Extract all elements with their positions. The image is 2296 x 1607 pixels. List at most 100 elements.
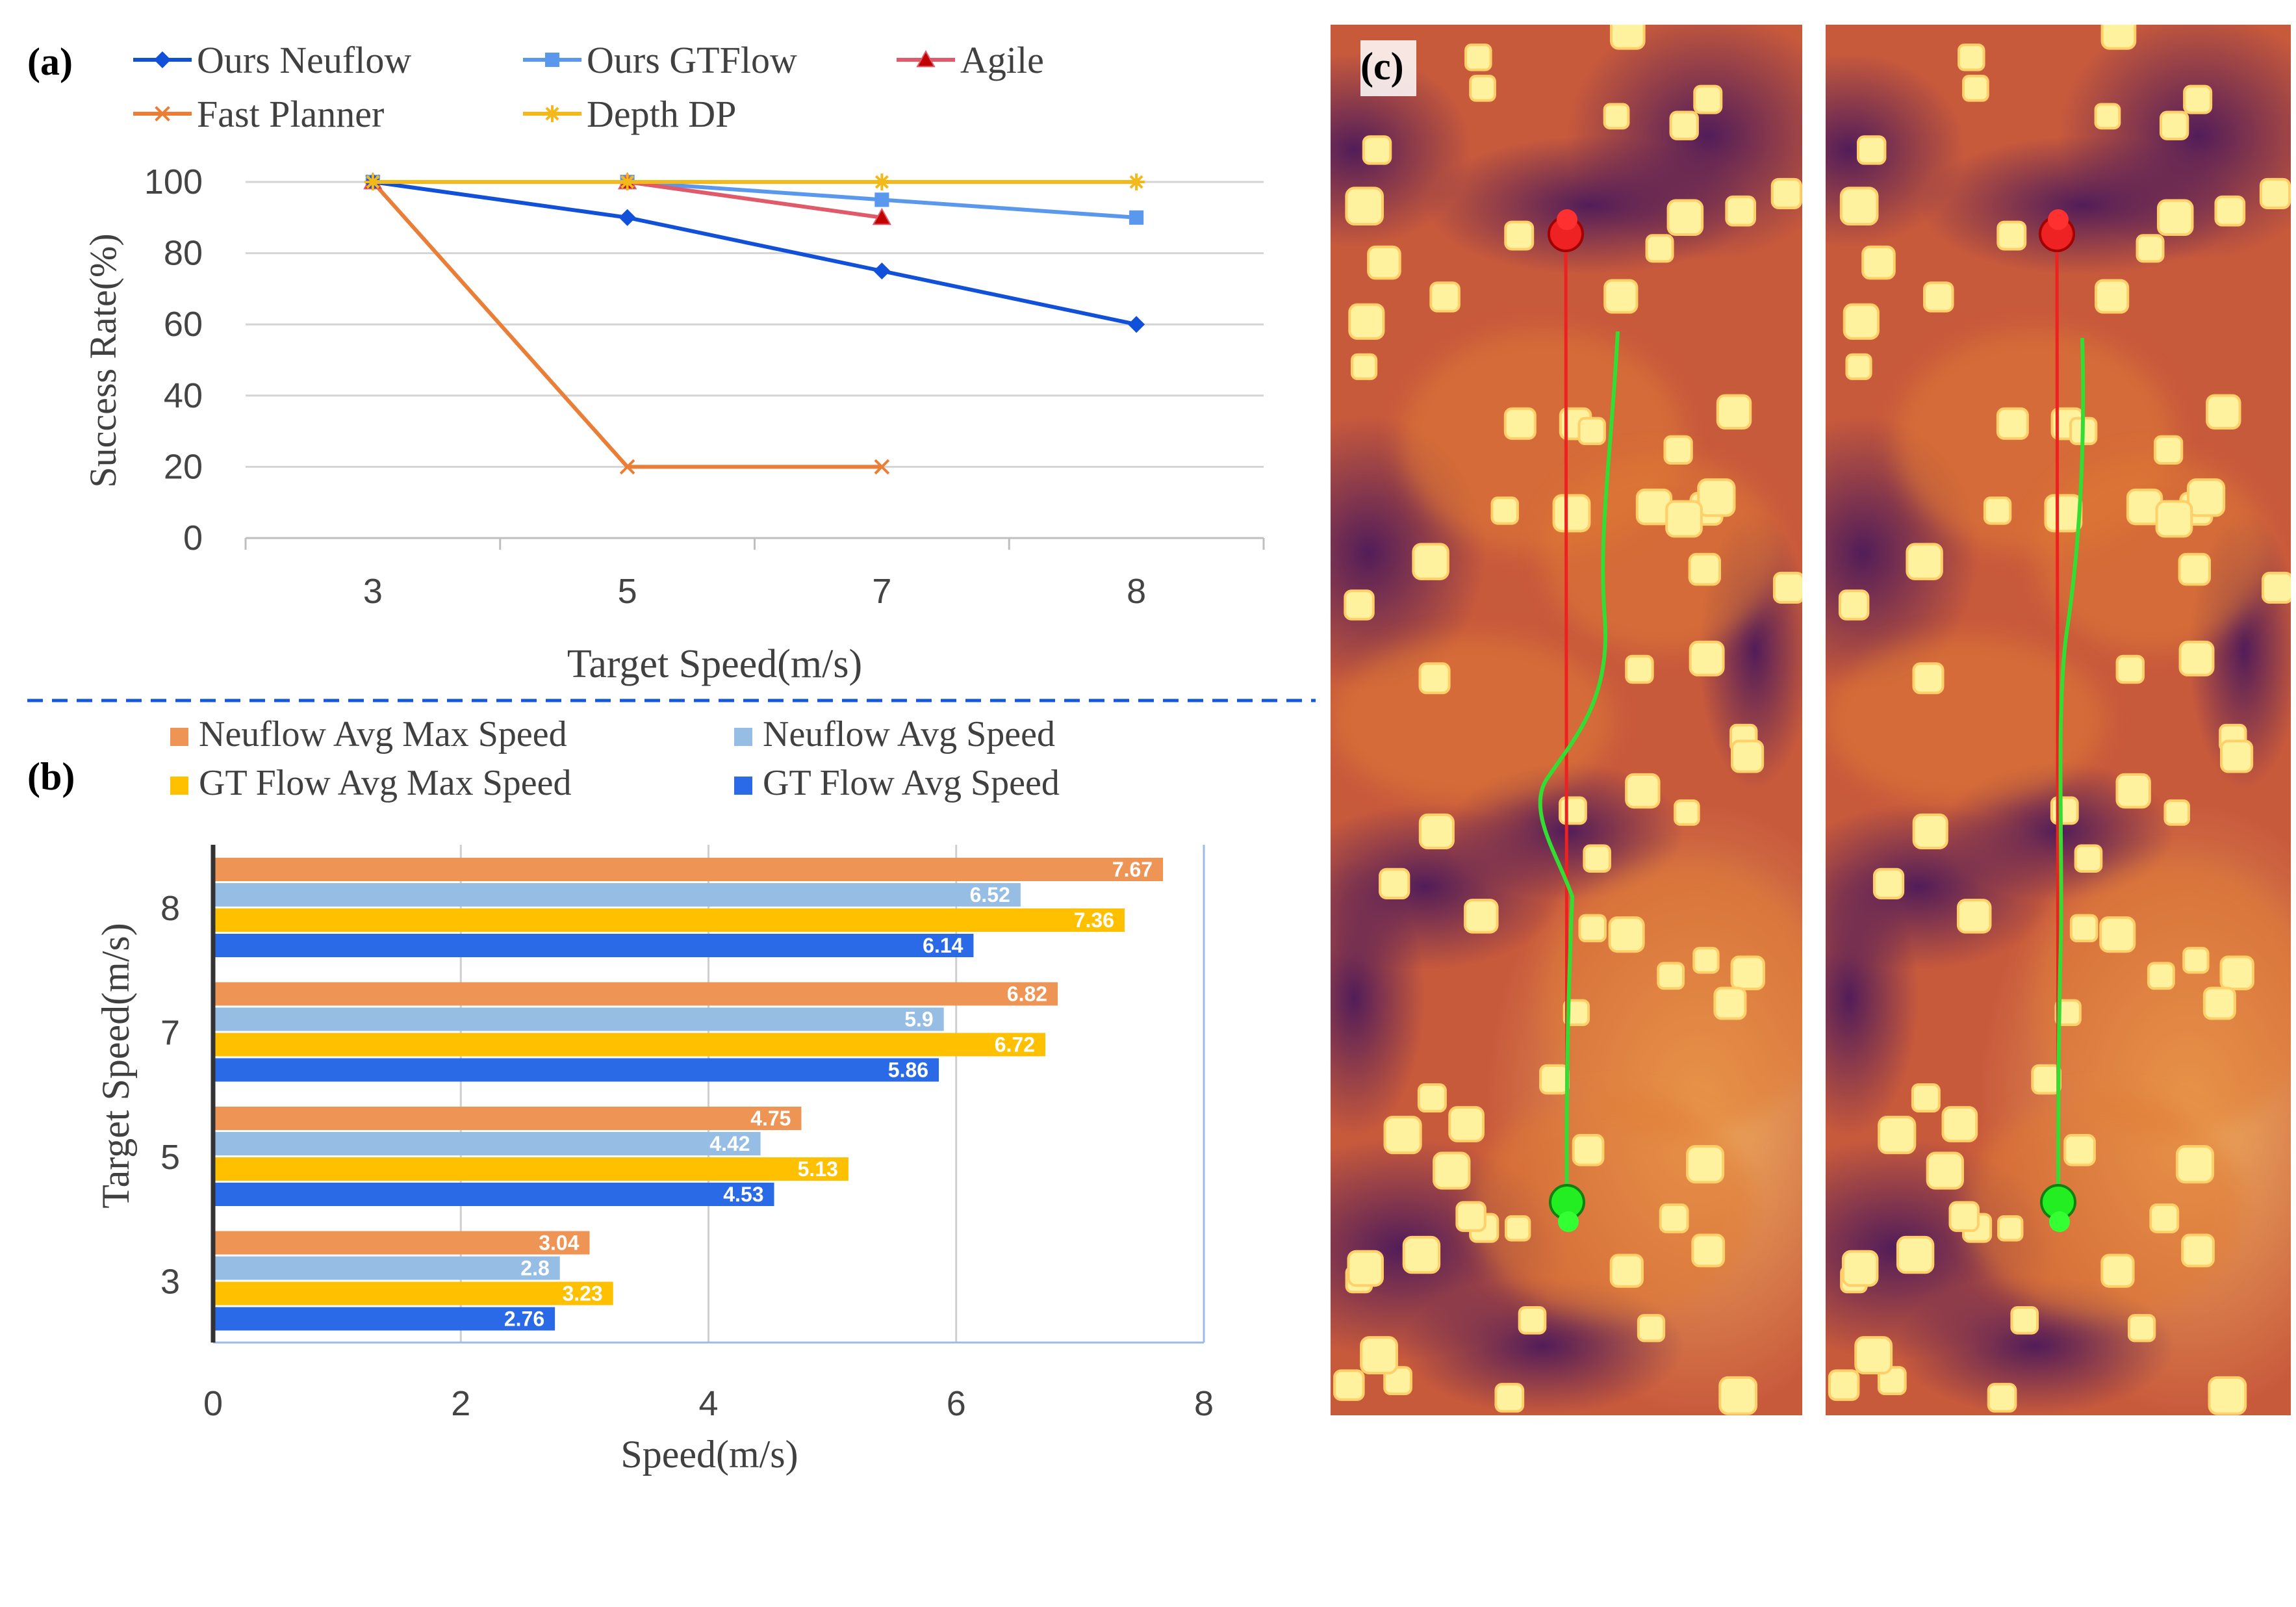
obstacle (1926, 1151, 1964, 1190)
x-tick-label: 8 (1127, 572, 1146, 611)
obstacle (2149, 1203, 2180, 1233)
trajectory-left (1538, 209, 1620, 1232)
obstacle (2214, 195, 2246, 227)
obstacle (1941, 1106, 1978, 1142)
obstacle (2069, 914, 2098, 943)
obstacle (1948, 1201, 1980, 1232)
y-tick-label: 7 (160, 1014, 180, 1053)
obstacle (1418, 813, 1455, 849)
obstacle (1379, 868, 1410, 899)
obstacle (2219, 955, 2254, 990)
obstacle (1347, 1250, 1384, 1287)
obstacle (2115, 654, 2145, 684)
x-tick-label: 3 (363, 572, 383, 611)
obstacle (1609, 25, 1646, 50)
obstacle (2127, 1314, 2156, 1343)
bar (213, 1058, 939, 1082)
trajectory-right (2039, 209, 2086, 1232)
bar-value-label: 3.04 (539, 1231, 579, 1255)
obstacle (1583, 844, 1611, 873)
obstacle (1912, 662, 1945, 695)
obstacle (1552, 494, 1591, 533)
obstacle (1872, 868, 1905, 899)
obstacle (2074, 844, 2103, 873)
bar-chart-legend: Neuflow Avg Max Speed Neuflow Avg Speed GT… (170, 714, 1060, 803)
obstacle (2136, 234, 2165, 263)
flown-path (1538, 331, 1620, 1203)
y-tick-label: 8 (160, 889, 180, 928)
obstacle (1348, 303, 1385, 340)
legend-swatch-marker (916, 49, 936, 68)
obstacle (2054, 999, 2082, 1026)
success-rate-line-chart: (a) Ours Neuflow Ours GTFlow Agile Fast Pla… (27, 39, 1265, 686)
obstacle (1713, 986, 1747, 1020)
data-point (619, 174, 636, 190)
cold-region (1331, 859, 1425, 1137)
obstacle (1464, 899, 1499, 934)
obstacle (1494, 1383, 1525, 1413)
x-tick-label: 8 (1194, 1384, 1214, 1423)
obstacle (1637, 1314, 1666, 1343)
obstacle (1911, 1083, 1941, 1112)
obstacle (1383, 1116, 1422, 1155)
obstacle (1402, 1235, 1441, 1274)
bar-value-label: 7.67 (1112, 858, 1153, 881)
obstacle (2183, 84, 2213, 114)
obstacle (2159, 110, 2189, 140)
obstacle (1367, 245, 1401, 280)
obstacle (2147, 962, 2175, 990)
line-chart-y-axis-label: Success Rate(%) (82, 233, 124, 487)
obstacle (2154, 435, 2184, 465)
obstacle (1417, 1083, 1447, 1112)
obstacle (2155, 500, 2193, 538)
bar-value-label: 7.36 (1074, 908, 1114, 932)
data-point (619, 459, 635, 475)
obstacle (1845, 353, 1872, 380)
bar-value-label: 6.72 (995, 1033, 1035, 1057)
obstacle (2031, 1064, 2061, 1095)
obstacle (1503, 407, 1537, 440)
obstacle (1418, 662, 1451, 695)
data-point (1128, 174, 1145, 190)
line-chart-gridlines: 0 20 40 60 80 100 (144, 162, 1264, 558)
obstacle (1559, 796, 1587, 825)
bar-value-label: 2.76 (504, 1307, 544, 1331)
obstacle (1896, 1235, 1935, 1274)
data-point (1129, 210, 1144, 225)
bar (213, 1033, 1045, 1057)
obstacle (2010, 1305, 2039, 1335)
obstacle (1666, 199, 1704, 237)
obstacle (1455, 1201, 1486, 1232)
speed-bar-chart: (b) Neuflow Avg Max Speed Neuflow Avg Spe… (27, 714, 1214, 1476)
obstacle (1577, 417, 1606, 445)
obstacle (2156, 199, 2194, 237)
legend-swatch-marker (154, 51, 171, 68)
start-marker-bottom (2049, 1211, 2070, 1232)
obstacle (1625, 654, 1654, 684)
bar-chart-y-axis-label: Target Speed(m/s) (94, 923, 137, 1209)
panel-label-a: (a) (27, 40, 73, 83)
obstacle (1839, 186, 1879, 226)
obstacle (1770, 177, 1802, 209)
bar-chart-x-axis-label: Speed(m/s) (620, 1433, 798, 1476)
obstacle (1333, 1369, 1365, 1401)
obstacle (1469, 74, 1496, 102)
x-tick-label: 7 (872, 572, 891, 611)
bar-value-label: 4.42 (709, 1132, 750, 1155)
obstacle (1603, 103, 1630, 130)
obstacle (1539, 1064, 1570, 1095)
y-tick-label: 0 (183, 519, 203, 558)
obstacle (2050, 796, 2079, 825)
obstacle (1578, 914, 1607, 943)
obstacle (1996, 407, 2029, 440)
data-point (873, 174, 891, 190)
bar-value-label: 3.23 (562, 1282, 602, 1305)
obstacle (1429, 281, 1461, 313)
goal-marker-top (2048, 209, 2069, 230)
obstacle (1958, 44, 1985, 71)
bar (213, 883, 1021, 906)
obstacle (1828, 1369, 1860, 1401)
obstacle (1730, 955, 1765, 990)
bar (213, 1307, 555, 1331)
